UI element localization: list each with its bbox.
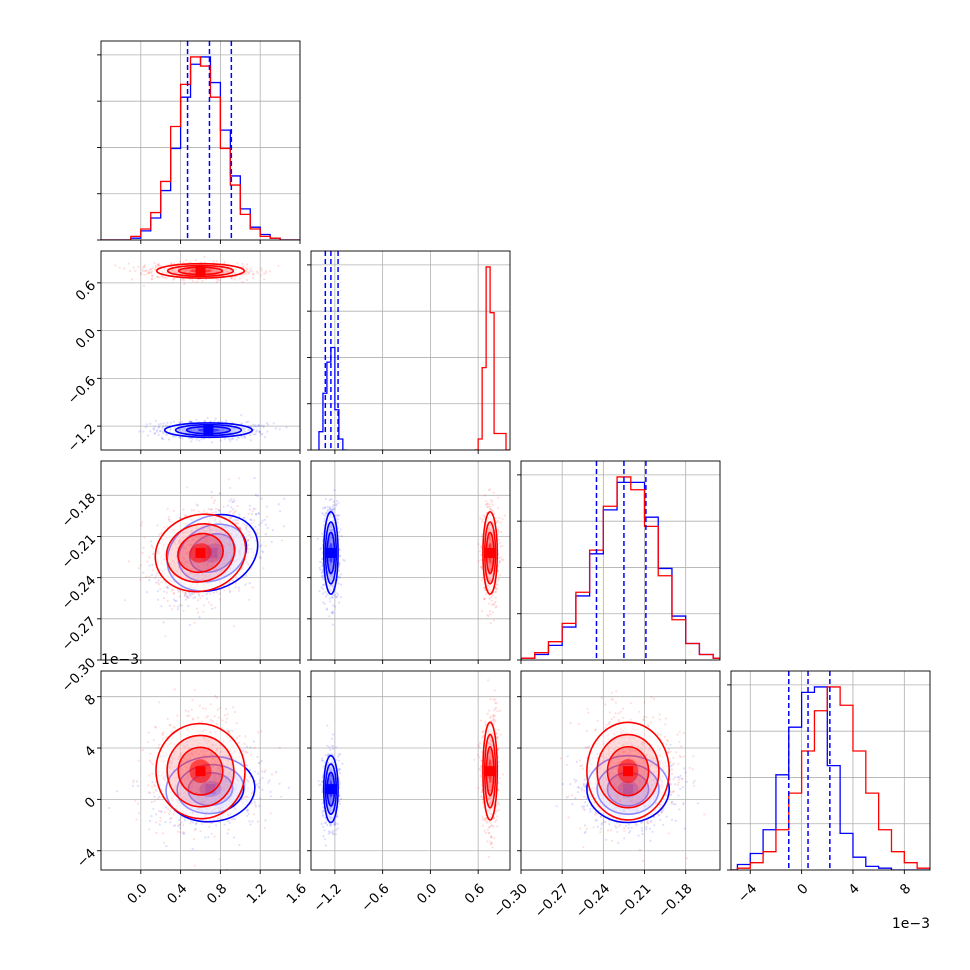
y-tick-label: −0.6: [65, 373, 99, 407]
scatter-panel-p1-p4: 0.0 0.4 0.8 1.2 1.6 −4 0 4 8: [74, 670, 310, 908]
x-tick-label: 0.0: [414, 881, 441, 908]
red-histogram: [101, 56, 300, 240]
x-tick-label: −0.30: [490, 881, 531, 922]
y-tick-label: −0.27: [59, 614, 100, 655]
histogram-panel-p1: [97, 40, 301, 244]
histogram-panel-p3: [517, 460, 721, 664]
x-tick-label: 4: [846, 881, 863, 898]
scatter-panel-p2-p3: [307, 460, 511, 664]
x-tick-label: 0.4: [164, 881, 191, 908]
red-density-peak: [195, 265, 206, 276]
y-multiplier-label: 1e−3: [101, 652, 139, 668]
scatter-panel-p1-p2: −1.2 −0.6 0.0 0.6: [65, 250, 301, 455]
red-density-peak: [485, 766, 496, 777]
axes-frame: [730, 670, 931, 871]
red-histogram: [474, 266, 510, 450]
axes-frame: [520, 670, 721, 871]
x-tick-label: −0.24: [573, 881, 614, 922]
blue-histogram: [101, 56, 300, 240]
axes-frame: [520, 460, 721, 661]
red-histogram: [521, 476, 720, 660]
axes-frame: [310, 460, 511, 661]
x-tick-label: −0.18: [655, 881, 696, 922]
y-tick-label: 0.0: [73, 325, 100, 352]
scatter-panel-p3-p4: −0.30 −0.27 −0.24 −0.21 −0.18: [490, 670, 721, 922]
x-tick-label: 0: [794, 881, 811, 898]
y-tick-label: 0: [82, 794, 99, 811]
y-tick-label: −4: [74, 846, 99, 871]
y-tick-label: 0.6: [73, 278, 100, 305]
x-tick-label: −0.21: [614, 881, 655, 922]
axes-frame: [310, 670, 511, 871]
axes-frame: [100, 670, 301, 871]
x-tick-label: −0.27: [532, 881, 573, 922]
axes-frame: [310, 250, 511, 451]
x-tick-label: 0.0: [124, 881, 151, 908]
red-density-peak: [195, 766, 206, 777]
x-tick-label: 8: [897, 881, 914, 898]
red-histogram: [731, 686, 930, 870]
blue-histogram: [521, 481, 720, 660]
x-tick-label: 1.2: [244, 881, 271, 908]
red-density-peak: [485, 547, 496, 558]
blue-density-peak: [325, 547, 336, 558]
histogram-panel-p2: [307, 250, 511, 454]
x-tick-label: −1.2: [310, 881, 344, 915]
red-density-peak: [195, 547, 206, 558]
scatter-panel-p1-p3: −0.30−0.27−0.24−0.21−0.18: [59, 460, 301, 696]
axes-frame: [100, 250, 301, 451]
x-tick-label: −4: [735, 881, 760, 906]
y-tick-label: 4: [82, 743, 99, 760]
y-tick-label: −0.21: [59, 531, 100, 572]
blue-histogram: [318, 346, 347, 450]
y-tick-label: −0.18: [59, 490, 100, 531]
blue-density-peak: [203, 425, 214, 436]
x-tick-label: 0.6: [462, 881, 489, 908]
axes-frame: [100, 40, 301, 241]
scatter-panel-p2-p4: −1.2 −0.6 0.0 0.6: [307, 670, 511, 915]
histogram-panel-p4: −4 0 4 8: [727, 670, 931, 906]
y-tick-label: 8: [82, 692, 99, 709]
y-tick-label: −0.30: [59, 655, 100, 696]
blue-histogram: [731, 686, 930, 870]
axes-frame: [100, 460, 301, 661]
red-density-peak: [623, 766, 634, 777]
blue-density-peak: [325, 784, 336, 795]
x-tick-label: 1.6: [283, 881, 310, 908]
x-tick-label: 0.8: [204, 881, 231, 908]
y-tick-label: −1.2: [65, 421, 99, 455]
x-multiplier-label: 1e−3: [892, 916, 930, 932]
y-tick-label: −0.24: [59, 573, 100, 614]
x-tick-label: −0.6: [358, 881, 392, 915]
